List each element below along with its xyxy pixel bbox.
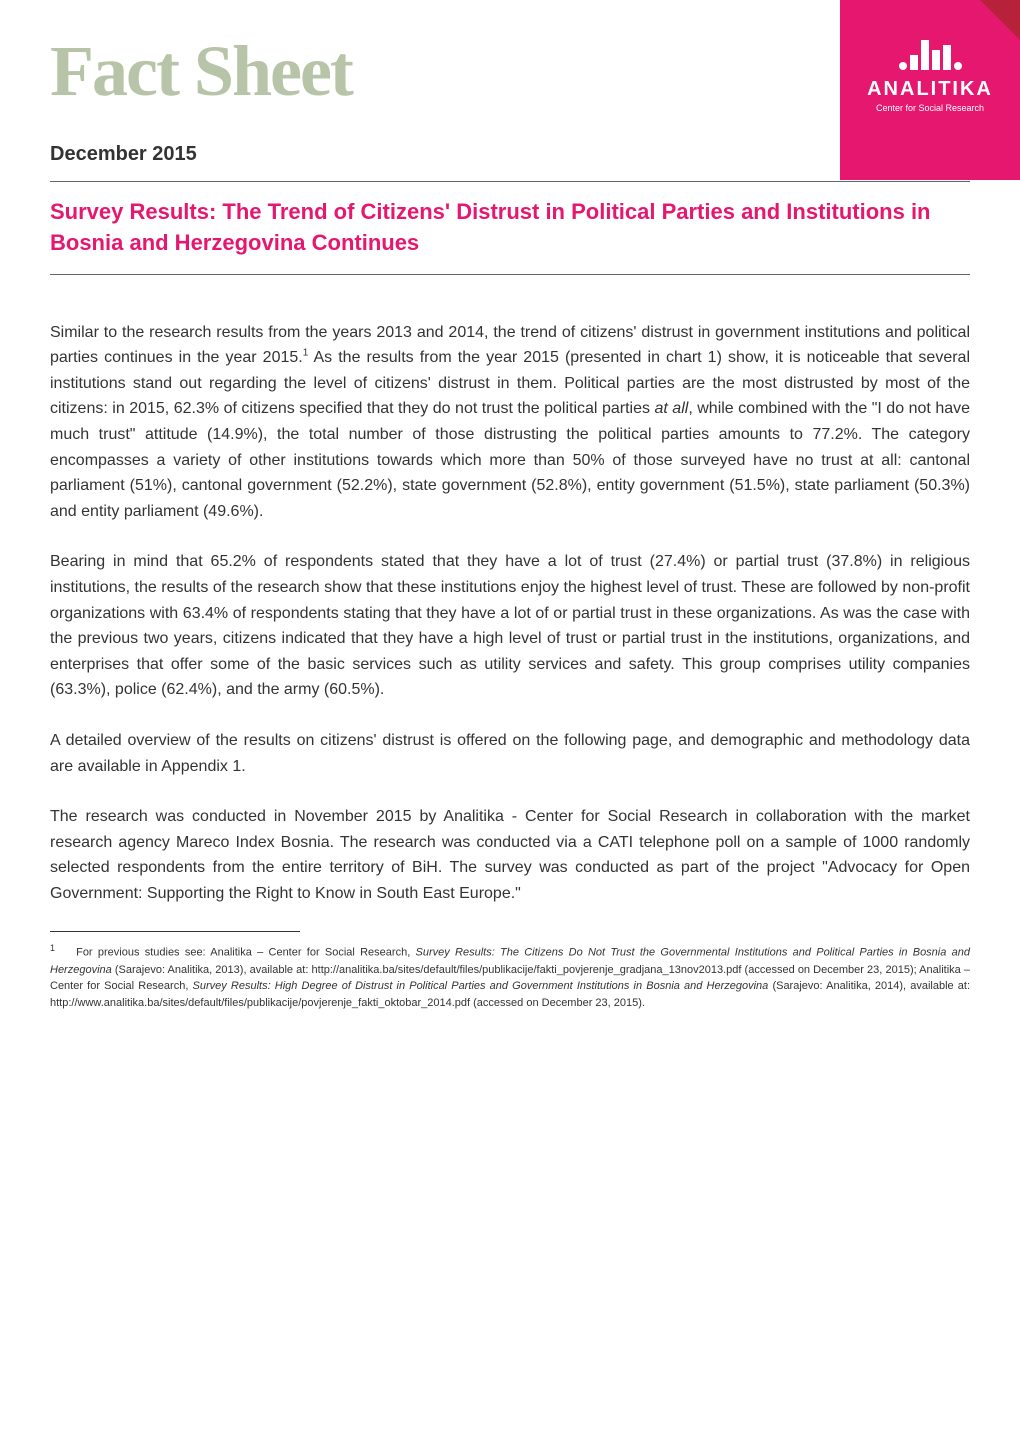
logo-bar	[932, 50, 940, 70]
logo-dot	[899, 62, 907, 70]
logo-bar	[943, 45, 951, 70]
logo-corner-accent	[980, 0, 1020, 40]
footnote-italic2: Survey Results: High Degree of Distrust …	[193, 980, 769, 992]
document-subtitle: Survey Results: The Trend of Citizens' D…	[0, 197, 1020, 259]
p1-italic: at all	[654, 400, 688, 417]
divider-top	[50, 181, 970, 182]
logo-text-sub: Center for Social Research	[860, 103, 1000, 113]
paragraph-3: A detailed overview of the results on ci…	[50, 728, 970, 779]
logo-bar	[921, 40, 929, 70]
p1-text-3: , while combined with the "I do not have…	[50, 400, 970, 519]
footnote-text: 1 For previous studies see: Analitika – …	[0, 942, 1020, 1041]
footnote-part1: For previous studies see: Analitika – Ce…	[76, 947, 415, 959]
divider-bottom	[50, 274, 970, 275]
paragraph-2: Bearing in mind that 65.2% of respondent…	[50, 549, 970, 703]
main-title: Fact Sheet	[50, 30, 970, 113]
logo-text-main: ANALITIKA	[860, 78, 1000, 101]
footnote-number: 1	[50, 943, 55, 953]
logo-dot	[954, 62, 962, 70]
header-container: Fact Sheet ANALITIKA Center for Social R…	[0, 0, 1020, 133]
footnote-divider	[50, 931, 300, 932]
paragraph-1: Similar to the research results from the…	[50, 320, 970, 525]
paragraph-4: The research was conducted in November 2…	[50, 804, 970, 906]
logo-container: ANALITIKA Center for Social Research	[840, 0, 1020, 180]
logo-bar	[910, 55, 918, 70]
logo-bars-icon	[860, 30, 1000, 70]
content-area: Similar to the research results from the…	[0, 290, 1020, 907]
